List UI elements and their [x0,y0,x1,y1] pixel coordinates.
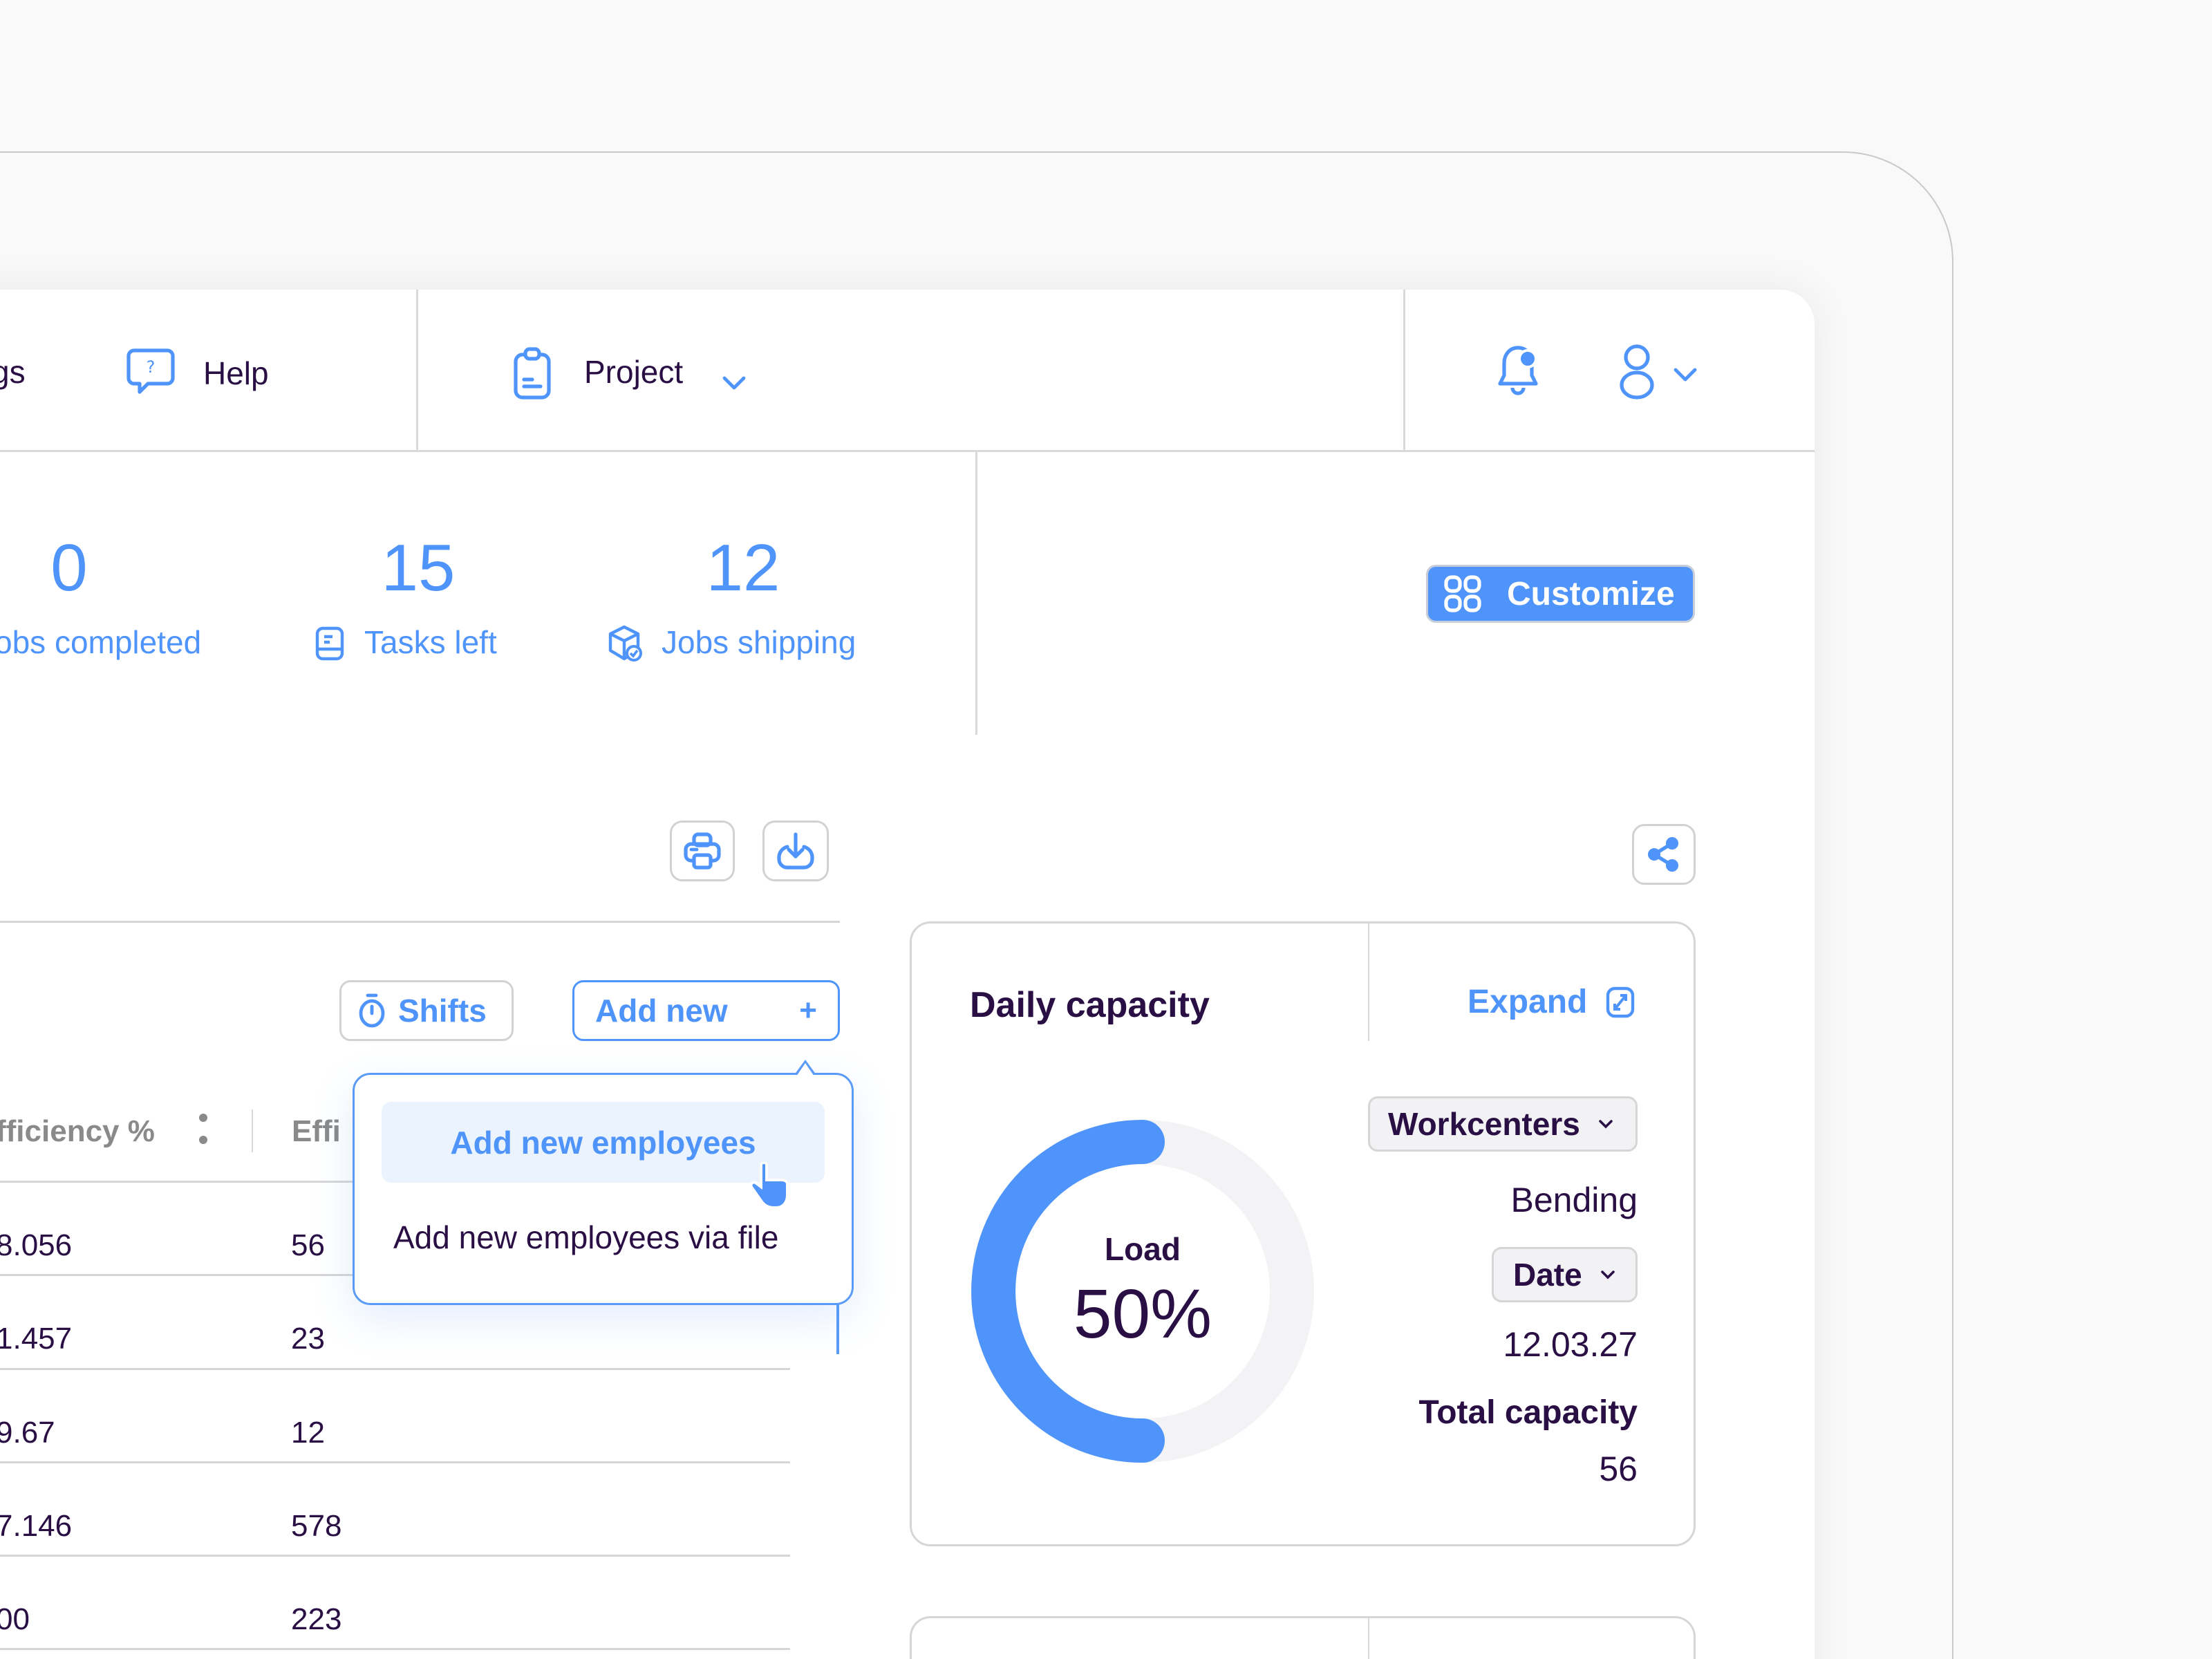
add-new-label: Add new [595,993,728,1029]
table-cell: 7.146 [0,1509,73,1543]
customize-button[interactable]: Customize [1426,565,1695,623]
plus-icon: + [799,993,817,1027]
table-row-divider [0,1648,790,1650]
total-capacity-value: 56 [1599,1450,1638,1488]
stat-jobs-completed-value: 0 [50,531,88,605]
table-cell: 578 [291,1509,342,1543]
nav-settings-label[interactable]: gs [0,354,26,390]
card-title: Daily capacity [970,985,1210,1025]
table-cell: 23 [291,1322,325,1356]
menu-item-add-new-employees[interactable]: Add new employees [382,1102,825,1183]
share-button[interactable] [1632,824,1696,885]
grid-icon [1443,574,1482,613]
table-cell: 56 [291,1228,325,1262]
shifts-label: Shifts [398,993,487,1029]
column-header-efficiency[interactable]: fficiency % [0,1114,155,1148]
table-cell: 1.457 [0,1322,73,1356]
user-menu-chevron-icon[interactable] [1673,367,1698,382]
column-header-efficiency-2[interactable]: Effi [292,1114,341,1148]
app-window: gs ? Help Project 0 obs completed 15 [0,290,1815,1659]
download-button[interactable] [762,821,829,881]
workcenters-dropdown[interactable]: Workcenters [1368,1096,1638,1152]
clipboard-icon[interactable] [510,346,554,402]
hand-cursor-icon [747,1162,791,1212]
add-new-dropdown-menu: Add new employees Add new employees via … [353,1060,854,1305]
scrollbar[interactable] [836,1299,839,1354]
date-label: Date [1513,1257,1582,1293]
help-icon[interactable]: ? [123,344,178,399]
table-cell: 9.67 [0,1416,55,1450]
secondary-card [910,1616,1696,1659]
printer-icon [682,830,723,872]
box-check-icon [605,624,644,663]
menu-item-label: Add new employees [450,1124,756,1161]
sort-icon[interactable] [199,1111,209,1150]
total-capacity-label: Total capacity [1418,1394,1638,1431]
load-value: 50% [1073,1275,1212,1353]
menu-item-add-via-file[interactable]: Add new employees via file [393,1219,779,1255]
print-button[interactable] [670,821,735,881]
table-row-divider [0,1368,790,1370]
table-row-divider [0,1461,790,1463]
nav-divider [1403,290,1405,451]
expand-label: Expand [1468,984,1588,1020]
download-icon [775,830,816,872]
expand-icon [1605,986,1635,1019]
table-cell: 00 [0,1602,30,1636]
workcenter-value: Bending [1510,1181,1638,1219]
chevron-down-icon [1598,1119,1613,1129]
add-new-button[interactable]: Add new + [572,980,840,1041]
customize-label: Customize [1507,575,1675,612]
notification-bell-icon[interactable] [1492,342,1544,400]
stat-jobs-completed-label: obs completed [0,624,202,660]
user-avatar-icon[interactable] [1615,342,1659,400]
table-cell: 8.056 [0,1228,73,1262]
date-value: 12.03.27 [1503,1325,1638,1364]
stat-tasks-left-value: 15 [381,531,456,605]
stopwatch-icon [358,993,386,1029]
card-header-divider [1368,924,1369,1041]
load-donut-chart: Load 50% [971,1120,1314,1463]
chevron-down-icon[interactable] [722,375,747,391]
stat-jobs-shipping-value: 12 [706,531,780,605]
help-link[interactable]: Help [203,355,269,391]
shifts-button[interactable]: Shifts [339,980,514,1041]
section-divider [0,921,840,923]
card-header-divider [1368,1618,1369,1659]
date-dropdown[interactable]: Date [1492,1247,1638,1302]
column-divider [252,1109,253,1152]
document-icon [315,626,345,662]
chevron-down-icon [1600,1270,1615,1280]
workcenters-label: Workcenters [1388,1106,1580,1142]
table-cell: 12 [291,1416,325,1450]
expand-button[interactable]: Expand [1468,983,1635,1021]
stats-divider [975,451,977,735]
table-row-divider [0,1555,790,1557]
table-cell: 223 [291,1602,342,1636]
stat-tasks-left-label: Tasks left [364,624,497,660]
project-selector[interactable]: Project [584,354,684,390]
stat-jobs-shipping-label: Jobs shipping [662,624,856,660]
header-divider [0,450,1815,452]
nav-divider [416,290,418,451]
share-icon [1644,835,1683,874]
daily-capacity-card: Daily capacity Expand Load 50% [910,921,1696,1546]
load-label: Load [1105,1231,1181,1267]
svg-text:?: ? [147,357,156,377]
